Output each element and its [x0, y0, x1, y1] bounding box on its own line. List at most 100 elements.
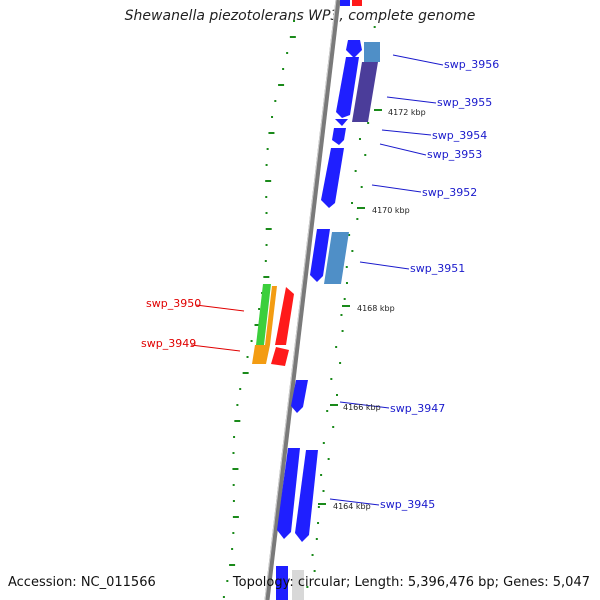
label-swp_3954[interactable]: swp_3954: [432, 129, 487, 142]
gc-tick: [232, 468, 239, 470]
gc-tick: [373, 26, 376, 28]
gene-partial-top[interactable]: [340, 0, 350, 6]
scale-label: 4170 kbp: [372, 206, 410, 215]
gc-tick: [335, 346, 338, 348]
gene-partial-bottom[interactable]: [276, 566, 288, 600]
gc-tick: [258, 308, 261, 310]
gc-tick: [222, 596, 225, 598]
gene-swp_3945[interactable]: [277, 448, 300, 539]
gc-tick: [315, 538, 318, 540]
gene-swp_3951[interactable]: [310, 229, 330, 282]
gene-swp_3950[interactable]: [256, 284, 271, 345]
gc-tick: [345, 282, 348, 284]
gene-swp_3955-feature[interactable]: [352, 62, 378, 122]
gc-tick: [246, 356, 249, 358]
gc-tick: [317, 506, 320, 508]
scale-track: 4172 kbp 4170 kbp 4168 kbp 4166 kbp 4164…: [318, 108, 426, 511]
gc-tick: [339, 362, 342, 364]
gc-tick: [265, 212, 268, 214]
gc-tick: [232, 500, 235, 502]
genome-title: Shewanella piezotolerans WP3, complete g…: [124, 8, 476, 24]
gc-tick: [271, 116, 274, 118]
label-swp_3949[interactable]: swp_3949: [141, 337, 196, 350]
gc-tick: [239, 388, 242, 390]
gc-tick: [263, 276, 270, 278]
label-swp_3947[interactable]: swp_3947: [390, 402, 445, 415]
gc-tick: [286, 52, 289, 54]
gene-swp_3949-red[interactable]: [271, 347, 289, 366]
gc-tick: [265, 244, 268, 246]
gene-swp_3956-feature[interactable]: [364, 42, 380, 62]
scale-label: 4168 kbp: [357, 304, 395, 313]
gc-tick: [317, 522, 320, 524]
gc-tick: [282, 68, 285, 70]
label-swp_3951[interactable]: swp_3951: [410, 262, 465, 275]
gc-tick: [340, 314, 343, 316]
gc-tick: [358, 138, 361, 140]
gc-tick: [293, 20, 296, 22]
gene-partial-bottom-gray[interactable]: [292, 570, 304, 600]
gc-tick: [326, 410, 329, 412]
gene-labels: swp_3956 swp_3955 swp_3954 swp_3953 swp_…: [141, 58, 499, 511]
gc-tick: [236, 404, 239, 406]
gc-tick: [274, 100, 277, 102]
gc-tick: [322, 490, 325, 492]
gc-tick: [327, 458, 330, 460]
gc-tick: [354, 170, 357, 172]
gc-tick: [265, 196, 268, 198]
gc-tick: [265, 164, 268, 166]
label-swp_3952[interactable]: swp_3952: [422, 186, 477, 199]
label-swp_3953[interactable]: swp_3953: [427, 148, 482, 161]
gc-tick: [332, 426, 335, 428]
gc-tick: [242, 372, 249, 374]
label-swp_3956[interactable]: swp_3956: [444, 58, 499, 71]
gc-tick: [232, 452, 235, 454]
gc-tick: [265, 180, 272, 182]
gene-swp_3953[interactable]: [332, 128, 346, 145]
gene-swp_3947[interactable]: [291, 380, 308, 413]
gc-tick: [250, 340, 253, 342]
accession-text: Accession: NC_011566: [8, 575, 156, 590]
gc-tick: [229, 564, 236, 566]
gene-swp_3950-feature[interactable]: [265, 286, 277, 345]
label-swp_3945[interactable]: swp_3945: [380, 498, 435, 511]
dna-backbone: [264, 0, 341, 600]
gc-tick: [232, 516, 239, 518]
gc-tick: [322, 442, 325, 444]
gc-tick: [231, 548, 234, 550]
gc-tick: [351, 250, 354, 252]
gene-swp_3950-red[interactable]: [275, 287, 294, 345]
gene-partial-top-red[interactable]: [352, 0, 362, 6]
gene-swp_3949[interactable]: [252, 345, 270, 364]
gc-tick: [351, 202, 354, 204]
scale-label: 4172 kbp: [388, 108, 426, 117]
gc-tick: [265, 228, 272, 230]
gene-swp_3955[interactable]: [336, 57, 359, 118]
gc-content-track: [222, 20, 377, 598]
gene-track: [252, 0, 380, 600]
gene-swp_3956[interactable]: [346, 40, 362, 58]
gene-swp_3945-b[interactable]: [295, 450, 318, 542]
gc-tick: [345, 266, 348, 268]
label-leaders: [190, 54, 444, 506]
gc-tick: [330, 378, 333, 380]
gc-tick: [356, 218, 359, 220]
gc-tick: [360, 186, 363, 188]
gc-tick: [364, 154, 367, 156]
gc-tick: [313, 570, 316, 572]
gc-tick: [268, 132, 275, 134]
gc-tick: [336, 394, 339, 396]
gc-tick: [264, 260, 267, 262]
genome-summary-text: Topology: circular; Length: 5,396,476 bp…: [232, 575, 590, 590]
gene-swp_3951-feature[interactable]: [324, 232, 349, 284]
label-swp_3950[interactable]: swp_3950: [146, 297, 201, 310]
gc-tick: [232, 484, 235, 486]
gc-tick: [233, 436, 236, 438]
gc-tick: [320, 474, 323, 476]
label-swp_3955[interactable]: swp_3955: [437, 96, 492, 109]
gc-tick: [266, 148, 269, 150]
gene-swp_3954[interactable]: [335, 119, 348, 126]
gene-swp_3952[interactable]: [321, 148, 344, 208]
